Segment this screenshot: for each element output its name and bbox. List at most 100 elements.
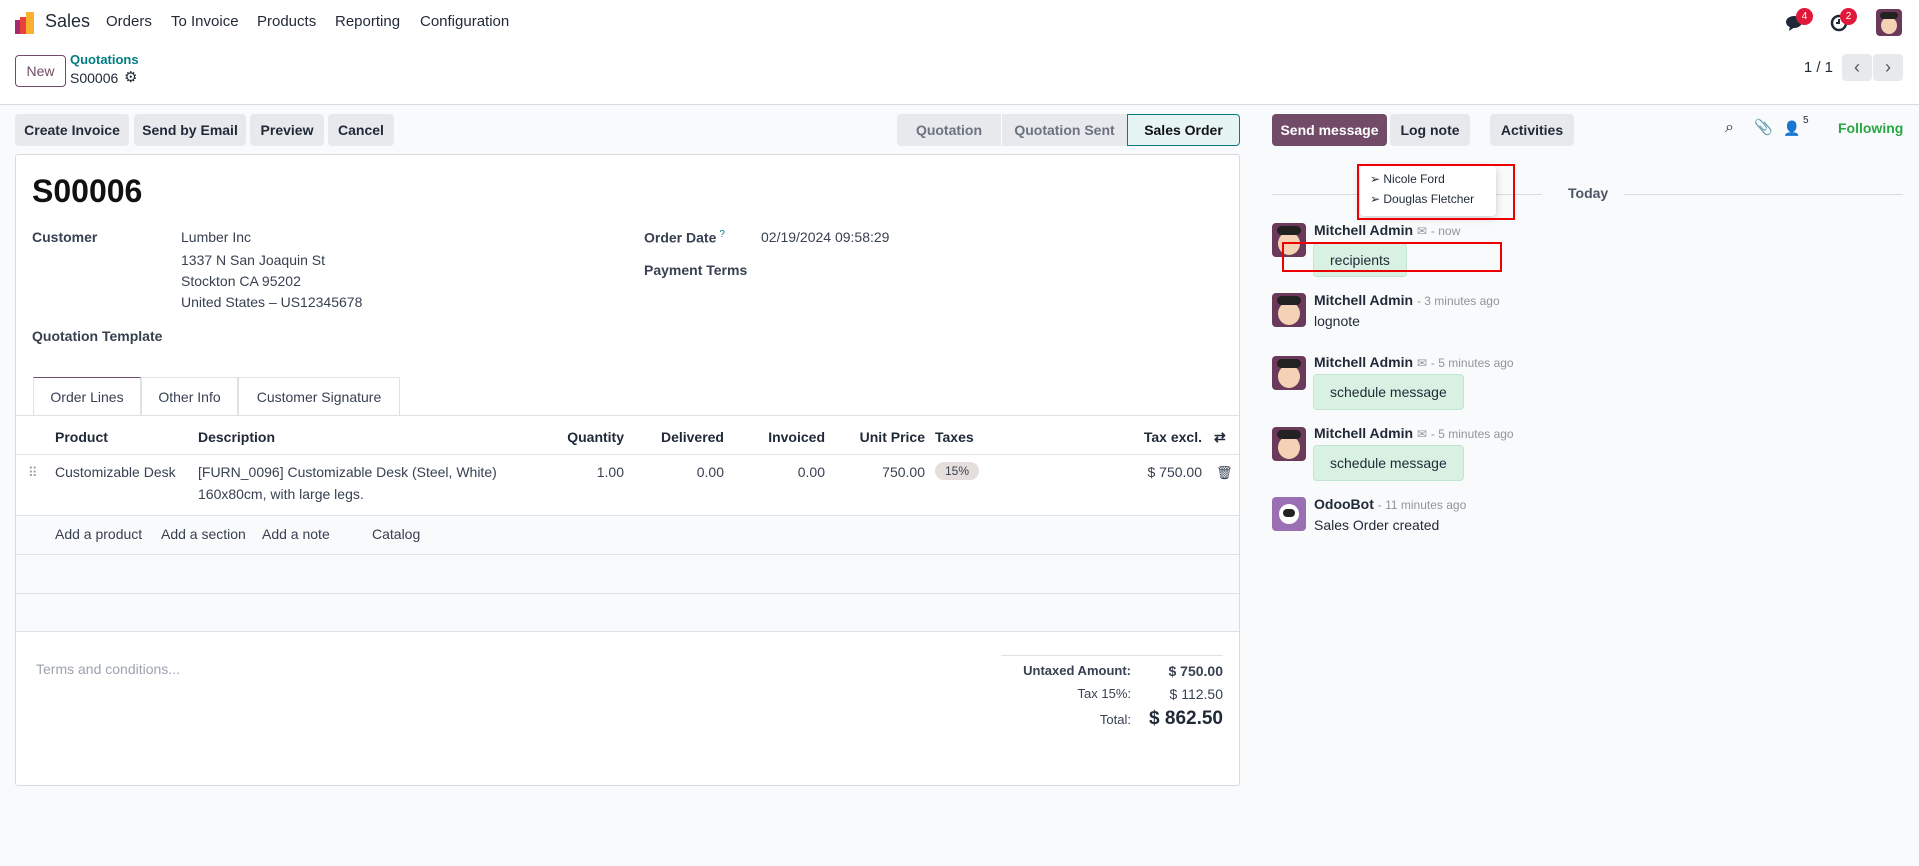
help-tooltip-icon[interactable]: ? [719,229,725,240]
recipient-item: ➢ Nicole Ford [1370,172,1445,186]
menu-reporting[interactable]: Reporting [335,13,401,30]
log-note-button[interactable]: Log note [1390,114,1470,146]
app-name[interactable]: Sales [45,11,91,31]
address-line: United States – US12345678 [181,294,363,310]
column-taxes[interactable]: Taxes [935,429,974,445]
tab-order-lines[interactable]: Order Lines [33,377,141,416]
catalog-link[interactable]: Catalog [372,526,421,542]
quotation-template-label: Quotation Template [32,328,163,344]
order-date-value[interactable]: 02/19/2024 09:58:29 [761,229,890,245]
tab-customer-signature[interactable]: Customer Signature [238,377,400,416]
new-button[interactable]: New [15,55,66,87]
create-invoice-button[interactable]: Create Invoice [15,114,129,146]
add-product-link[interactable]: Add a product [55,526,143,542]
odoobot-avatar[interactable] [1272,497,1306,531]
table-row[interactable]: ⠿ Customizable Desk [FURN_0096] Customiz… [16,455,1239,515]
line-product[interactable]: Customizable Desk [55,464,176,480]
message-time: - 11 minutes ago [1377,498,1467,512]
pager-previous-button[interactable]: ‹ [1842,54,1872,81]
message-author[interactable]: Mitchell Admin [1314,354,1414,370]
search-icon[interactable]: ⌕ [1725,119,1734,136]
recipient-name: Douglas Fletcher [1383,192,1475,206]
line-unit-price[interactable]: 750.00 [882,464,925,480]
recipients-popover: ➢ Nicole Ford ➢ Douglas Fletcher [1360,166,1496,216]
send-by-email-button[interactable]: Send by Email [134,114,246,146]
following-button[interactable]: Following [1838,120,1904,136]
activities-button[interactable]: Activities [1490,114,1574,146]
untaxed-label: Untaxed Amount: [1023,663,1131,678]
envelope-icon: ✉ [1416,427,1427,441]
messages-badge: 4 [1796,8,1813,25]
recipient-item: ➢ Douglas Fletcher [1370,192,1474,206]
breadcrumb-current-record: S00006 [70,70,119,86]
customer-link[interactable]: Lumber Inc [181,229,252,245]
column-unit-price[interactable]: Unit Price [859,429,925,445]
line-invoiced[interactable]: 0.00 [797,464,825,480]
stage-quotation-sent[interactable]: Quotation Sent [1001,114,1127,146]
message-time: - 5 minutes ago [1430,427,1514,441]
tab-other-info[interactable]: Other Info [141,377,238,416]
optional-columns-toggle-icon[interactable]: ⇄ [1214,429,1226,445]
stage-sales-order-current[interactable]: Sales Order [1127,114,1240,146]
cancel-button[interactable]: Cancel [328,114,394,146]
line-description-2[interactable]: 160x80cm, with large legs. [198,486,364,502]
column-delivered[interactable]: Delivered [660,429,724,445]
order-date-label-group: Order Date? [644,229,725,246]
followers-icon[interactable]: 👤 [1783,120,1801,136]
column-product[interactable]: Product [55,429,108,445]
message-time: - 3 minutes ago [1416,294,1500,308]
message-author[interactable]: OdooBot [1314,496,1374,512]
message-author[interactable]: Mitchell Admin [1314,222,1414,238]
activities-badge: 2 [1840,8,1857,25]
messages-icon[interactable]: 4 [1786,8,1813,32]
gear-icon[interactable]: ⚙ [124,69,138,86]
stage-label: Sales Order [1144,122,1223,138]
highlight-box [1282,242,1502,272]
trash-icon[interactable]: 🗑 [1216,465,1233,480]
author-avatar[interactable] [1272,293,1306,327]
drag-handle-icon[interactable]: ⠿ [28,465,38,480]
column-tax-excl[interactable]: Tax excl. [1143,429,1202,445]
author-avatar[interactable] [1272,427,1306,461]
message-author[interactable]: Mitchell Admin [1314,292,1414,308]
preview-button[interactable]: Preview [250,114,324,146]
author-avatar[interactable] [1272,356,1306,390]
control-panel: New Quotations S00006 ⚙ 1 / 1 ‹ › [0,46,1919,105]
message-body: schedule message [1313,445,1464,481]
sales-app-logo-icon[interactable] [15,12,37,34]
followers-count[interactable]: 5 [1803,115,1809,126]
top-navbar: Sales Orders To Invoice Products Reporti… [0,0,1919,46]
menu-to-invoice[interactable]: To Invoice [171,13,239,30]
menu-configuration[interactable]: Configuration [420,13,510,30]
activities-clock-icon[interactable]: 2 [1830,8,1857,32]
divider [1624,194,1903,195]
order-date-label: Order Date [644,229,717,246]
pager-value[interactable]: 1 / 1 [1803,59,1833,76]
column-description[interactable]: Description [198,429,276,445]
address-line: Stockton CA 95202 [181,273,301,289]
paperclip-icon[interactable]: 📎 [1754,119,1773,136]
line-delivered[interactable]: 0.00 [696,464,724,480]
divider [16,593,1239,594]
divider [16,415,1239,416]
column-quantity[interactable]: Quantity [567,429,624,445]
user-avatar[interactable] [1876,9,1902,36]
terms-input[interactable]: Terms and conditions... [36,661,180,677]
add-line-row: Add a product Add a section Add a note C… [16,516,1239,554]
tax-badge[interactable]: 15% [935,462,980,480]
menu-orders[interactable]: Orders [106,13,152,30]
statusbar: Quotation Quotation Sent Sales Order [897,114,1240,146]
pager-next-button[interactable]: › [1873,54,1903,81]
send-message-button[interactable]: Send message [1272,114,1387,146]
message-author[interactable]: Mitchell Admin [1314,425,1414,441]
line-description[interactable]: [FURN_0096] Customizable Desk (Steel, Wh… [198,464,497,480]
menu-products[interactable]: Products [257,13,317,30]
line-quantity[interactable]: 1.00 [596,464,624,480]
column-invoiced[interactable]: Invoiced [768,429,825,445]
add-section-link[interactable]: Add a section [161,526,246,542]
divider [16,631,1239,632]
add-note-link[interactable]: Add a note [262,526,330,542]
stage-quotation[interactable]: Quotation [897,114,1001,146]
breadcrumb-quotations[interactable]: Quotations [70,52,139,67]
paper-plane-icon: ➢ [1370,172,1384,186]
